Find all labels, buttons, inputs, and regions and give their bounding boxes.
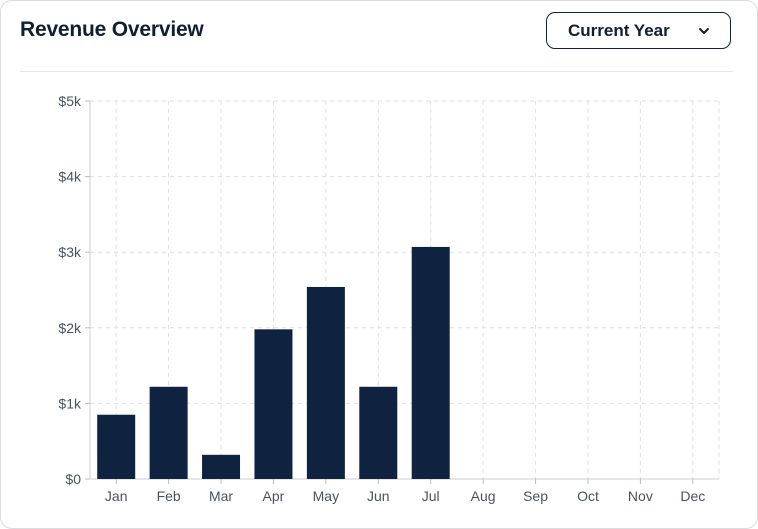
y-tick-label: $1k [58, 395, 82, 411]
bar-jan [97, 414, 136, 479]
x-tick-label: May [313, 488, 339, 504]
period-dropdown[interactable]: Current Year [546, 12, 731, 49]
y-tick-label: $2k [58, 320, 82, 336]
x-tick-label: Oct [577, 488, 599, 504]
y-tick-label: $3k [58, 244, 82, 260]
x-tick-label: Sep [523, 488, 548, 504]
bar-feb [149, 386, 188, 479]
y-tick-label: $5k [58, 93, 82, 109]
bar-jul [411, 246, 450, 479]
period-dropdown-label: Current Year [568, 21, 670, 40]
x-tick-label: Nov [628, 488, 653, 504]
y-tick-label: $0 [65, 471, 81, 487]
x-tick-label: Jan [105, 488, 128, 504]
card-title: Revenue Overview [20, 18, 204, 41]
x-tick-label: Mar [209, 488, 233, 504]
bar-apr [254, 329, 293, 479]
x-tick-label: Aug [471, 488, 496, 504]
chevron-down-icon [699, 28, 709, 34]
bar-jun [359, 386, 398, 479]
x-tick-label: Apr [263, 488, 285, 504]
header-divider [20, 71, 733, 72]
x-tick-label: Feb [157, 488, 181, 504]
bar-mar [202, 454, 241, 479]
x-tick-label: Jun [367, 488, 390, 504]
y-tick-label: $4k [58, 169, 82, 185]
bar-may [306, 286, 345, 479]
x-tick-label: Dec [680, 488, 705, 504]
x-tick-label: Jul [422, 488, 440, 504]
